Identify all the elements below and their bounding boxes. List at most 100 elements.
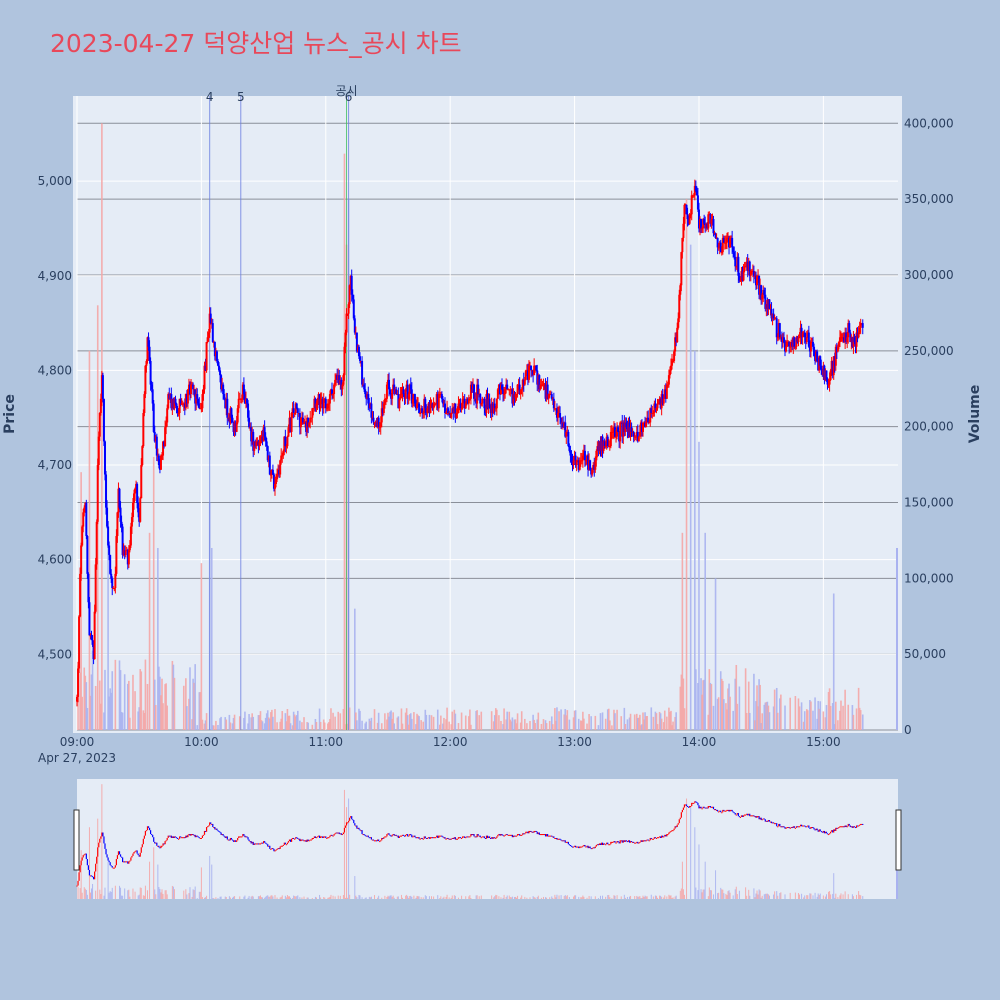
range-slider-volume-bar [92, 883, 94, 899]
candle-body [177, 413, 180, 414]
volume-bar [623, 707, 626, 730]
volume-bar [660, 718, 663, 730]
volume-bar [668, 707, 670, 730]
candle-body [683, 204, 686, 224]
range-slider-candle [326, 837, 328, 839]
range-slider-left-handle[interactable] [73, 809, 80, 871]
range-slider-candle [183, 837, 185, 839]
volume-tick-label: 200,000 [904, 420, 954, 434]
candle-body [750, 271, 753, 273]
candle-body [156, 455, 159, 457]
range-slider-candle [810, 827, 812, 829]
volume-bar [822, 711, 825, 730]
candle-body [479, 394, 482, 404]
candle-body [356, 346, 359, 352]
range-slider-right-handle[interactable] [895, 809, 902, 871]
range-slider-candle [382, 837, 384, 839]
volume-bar [761, 713, 764, 730]
volume-bar [104, 669, 106, 730]
volume-bar [663, 710, 666, 730]
candle-body [171, 398, 174, 409]
range-slider-volume-bar [780, 892, 782, 899]
candle-body [834, 346, 837, 366]
range-slider-candle [277, 848, 279, 850]
range-slider-candle [753, 815, 755, 817]
range-slider-volume-bar [378, 895, 380, 899]
candle-body [590, 469, 593, 475]
volume-bar [643, 719, 645, 730]
range-slider-volume-bar [122, 895, 124, 899]
volume-bar [586, 723, 588, 730]
candle-body [705, 223, 708, 229]
range-slider-candle [414, 835, 416, 838]
range-slider-candle [466, 836, 468, 838]
range-slider-candle [244, 835, 246, 838]
range-slider-volume-bar [524, 896, 526, 899]
volume-bar [855, 708, 858, 730]
candle-body [222, 384, 225, 395]
volume-bar [671, 725, 673, 730]
candle-body [735, 266, 738, 268]
range-slider-candle [836, 827, 838, 829]
range-slider-candle [774, 823, 776, 825]
range-slider-candle [720, 810, 722, 813]
range-slider-volume-bar [757, 894, 759, 899]
range-slider-candle [481, 836, 483, 838]
range-slider-candle [632, 841, 634, 843]
candle-body [593, 465, 596, 470]
range-slider-candle [127, 861, 129, 864]
volume-bar [233, 714, 236, 730]
candle-body [572, 460, 575, 466]
candle-body [691, 195, 694, 197]
volume-bar [802, 721, 805, 730]
candle-body [459, 403, 462, 409]
range-slider-candle [429, 837, 432, 839]
volume-bar [446, 707, 448, 730]
volume-bar [755, 701, 757, 730]
range-slider-candle [195, 835, 197, 838]
candle-body [112, 588, 115, 590]
range-slider-candle [173, 836, 176, 838]
range-slider-volume-bar [200, 867, 202, 899]
range-slider-volume-bar [259, 895, 261, 899]
range-slider-candle [318, 835, 321, 838]
volume-bar [346, 723, 349, 730]
volume-bar [451, 711, 454, 730]
candle-body [435, 394, 438, 404]
candle-body [586, 455, 589, 461]
range-slider-candle [817, 830, 819, 832]
range-slider-candle [379, 841, 381, 843]
volume-bar [388, 716, 390, 730]
range-slider-candle [737, 813, 739, 817]
candle-body [555, 408, 558, 418]
range-slider-candle [357, 827, 359, 829]
volume-tick-label: 150,000 [904, 495, 954, 509]
range-slider-candle [191, 834, 193, 836]
volume-bar [266, 710, 269, 730]
volume-bar [390, 710, 392, 730]
volume-bar [154, 705, 157, 730]
range-slider-candle [119, 854, 122, 857]
volume-bar [185, 678, 187, 730]
range-slider-volume-bar [773, 894, 775, 899]
range-slider-candle [287, 841, 290, 843]
range-slider-candle [828, 833, 831, 835]
range-slider-background[interactable] [77, 779, 898, 899]
range-slider-candle [304, 840, 306, 842]
candle-body [286, 436, 289, 447]
range-slider-candle [463, 836, 465, 838]
candle-body [438, 394, 441, 396]
range-slider-volume-bar [755, 893, 757, 899]
range-slider-candle [704, 807, 706, 809]
candle-body [609, 431, 612, 447]
candle-body [137, 502, 140, 513]
range-slider-volume-bar [521, 895, 523, 899]
candle-body [120, 521, 123, 527]
candle-body [513, 394, 516, 399]
volume-bar [343, 153, 346, 731]
range-slider-candle [513, 835, 516, 837]
candle-body [850, 337, 853, 343]
range-slider-volume-bar [767, 894, 769, 899]
range-slider-candle [243, 834, 245, 836]
